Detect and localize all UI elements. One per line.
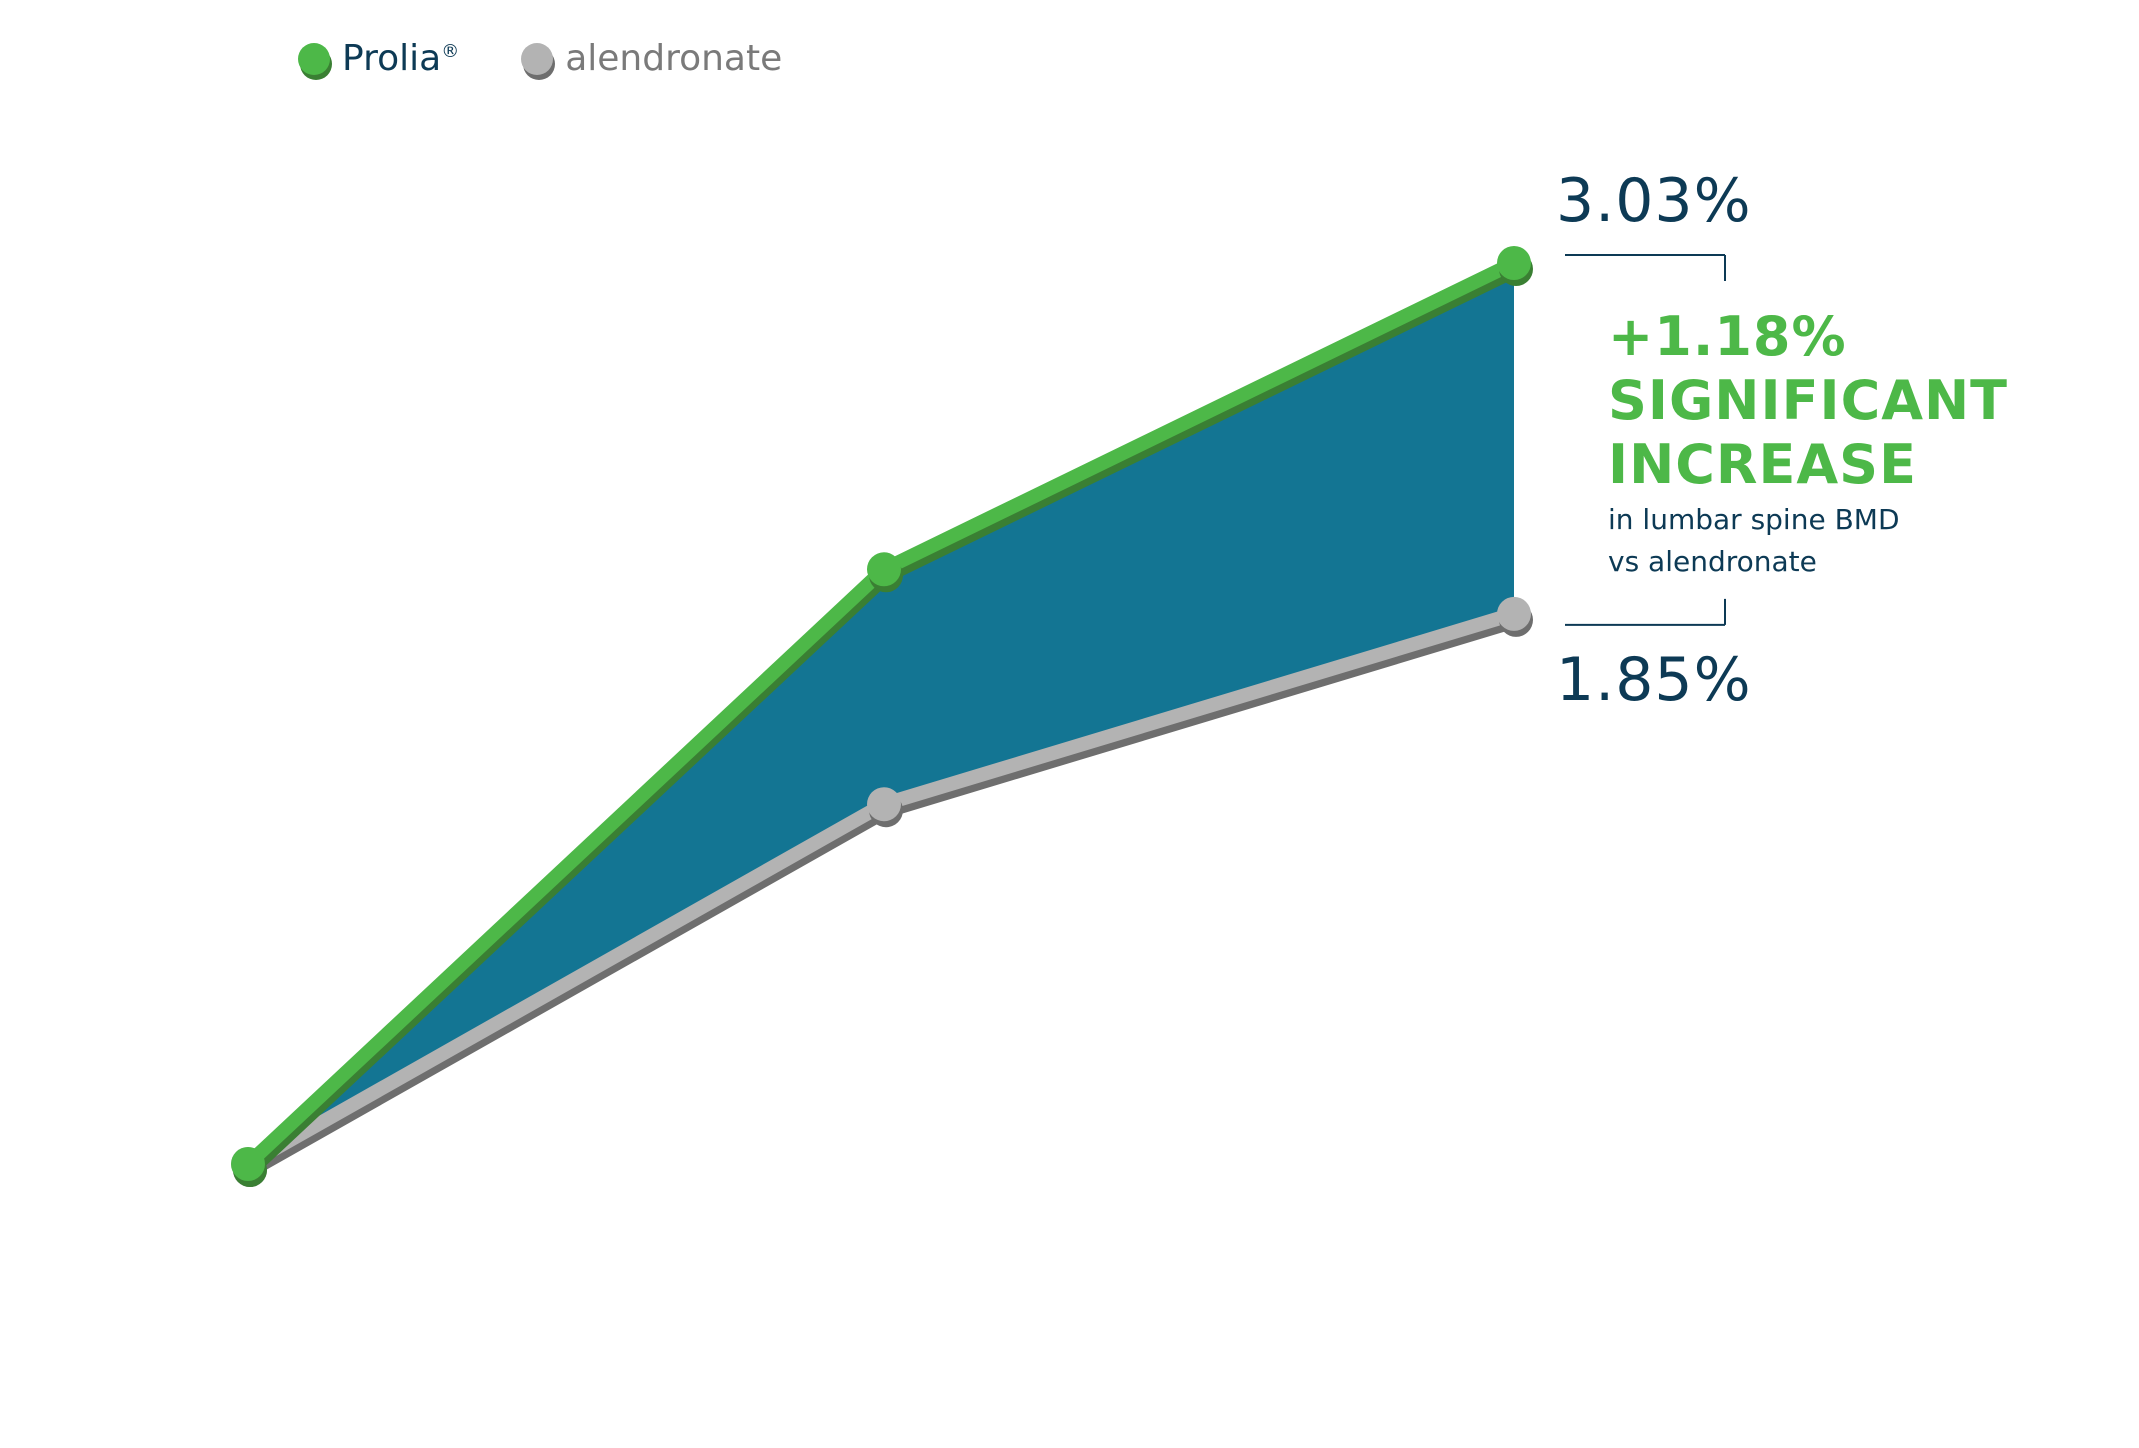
legend-item-alendronate: alendronate xyxy=(521,38,782,79)
prolia-end-value: 3.03% xyxy=(1556,166,1752,236)
prolia-series xyxy=(231,246,1533,1187)
headline-line-2: INCREASE xyxy=(1608,433,1917,496)
alendronate-point xyxy=(1497,596,1531,631)
legend-label-alendronate: alendronate xyxy=(565,38,783,79)
prolia-point xyxy=(231,1147,265,1181)
alendronate-point xyxy=(867,787,901,822)
legend: Prolia® alendronate xyxy=(298,38,844,79)
registered-mark: ® xyxy=(441,41,460,62)
difference-fill-area xyxy=(248,263,1514,1164)
difference-bracket xyxy=(1565,254,1726,626)
difference-value: +1.18% xyxy=(1608,305,1847,368)
difference-callout: +1.18% SIGNIFICANT INCREASE in lumbar sp… xyxy=(1608,305,2008,581)
prolia-point xyxy=(867,552,901,587)
subtext-line-2: vs alendronate xyxy=(1608,545,1817,578)
headline-line-1: SIGNIFICANT xyxy=(1608,369,2009,432)
subtext-line-1: in lumbar spine BMD xyxy=(1608,503,1900,536)
alendronate-end-value: 1.85% xyxy=(1556,645,1752,715)
legend-item-prolia: Prolia® xyxy=(298,38,459,79)
prolia-point xyxy=(1497,246,1531,280)
prolia-legend-marker xyxy=(298,42,330,75)
alendronate-legend-marker xyxy=(521,42,554,75)
legend-label-prolia: Prolia® xyxy=(342,38,460,79)
